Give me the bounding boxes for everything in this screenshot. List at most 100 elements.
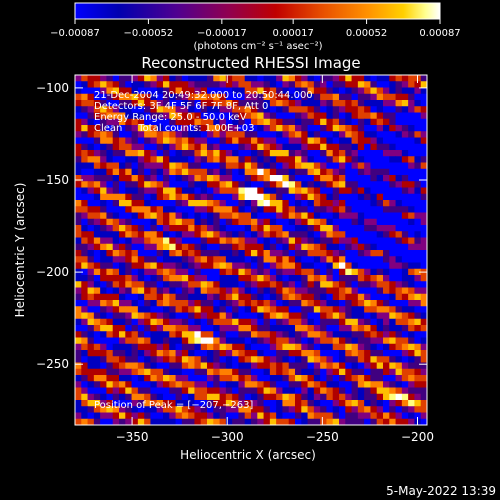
heatmap-cell	[225, 168, 233, 176]
heatmap-cell	[213, 250, 220, 257]
heatmap-cell	[420, 81, 427, 88]
heatmap-cell	[389, 406, 396, 413]
heatmap-cell	[100, 318, 107, 326]
heatmap-cell	[395, 331, 403, 338]
heatmap-cell	[106, 112, 114, 120]
heatmap-cell	[225, 206, 233, 213]
heatmap-cell	[100, 350, 107, 357]
heatmap-cell	[357, 181, 365, 188]
heatmap-cell	[251, 381, 258, 388]
heatmap-cell	[200, 256, 208, 263]
heatmap-cell	[106, 343, 114, 351]
heatmap-cell	[225, 112, 233, 120]
heatmap-cell	[332, 356, 340, 363]
heatmap-cell	[87, 193, 95, 201]
heatmap-cell	[125, 306, 132, 313]
heatmap-cell	[395, 300, 403, 307]
heatmap-cell	[175, 225, 183, 232]
heatmap-cell	[251, 193, 258, 201]
heatmap-cell	[301, 175, 308, 182]
heatmap-cell	[75, 100, 82, 107]
heatmap-cell	[351, 181, 359, 188]
heatmap-cell	[200, 125, 208, 132]
heatmap-cell	[383, 162, 390, 170]
heatmap-cell	[144, 218, 151, 226]
heatmap-cell	[263, 318, 271, 326]
heatmap-cell	[257, 306, 264, 313]
heatmap-cell	[100, 206, 107, 213]
heatmap-cell	[395, 256, 403, 263]
heatmap-cell	[131, 381, 139, 388]
heatmap-cell	[144, 293, 151, 301]
heatmap-cell	[93, 225, 101, 232]
heatmap-cell	[232, 131, 239, 138]
heatmap-cell	[75, 362, 82, 370]
heatmap-cell	[408, 406, 415, 413]
heatmap-cell	[100, 81, 107, 88]
heatmap-cell	[106, 168, 114, 176]
heatmap-cell	[339, 193, 346, 201]
heatmap-cell	[282, 137, 290, 145]
heatmap-cell	[150, 143, 158, 151]
heatmap-cell	[75, 87, 82, 95]
heatmap-cell	[119, 143, 126, 151]
heatmap-cell	[282, 400, 290, 407]
heatmap-cell	[326, 300, 334, 307]
heatmap-cell	[339, 368, 346, 376]
heatmap-cell	[181, 118, 189, 126]
heatmap-cell	[213, 181, 220, 188]
heatmap-cell	[137, 250, 145, 257]
heatmap-cell	[389, 162, 396, 170]
heatmap-cell	[395, 375, 403, 382]
heatmap-cell	[420, 318, 427, 326]
heatmap-cell	[307, 262, 315, 270]
heatmap-cell	[163, 75, 170, 82]
heatmap-cell	[339, 287, 346, 295]
heatmap-cell	[112, 300, 120, 307]
heatmap-cell	[408, 175, 415, 182]
heatmap-cell	[301, 281, 308, 288]
heatmap-cell	[313, 193, 321, 201]
heatmap-cell	[125, 181, 132, 188]
heatmap-cell	[263, 206, 271, 213]
heatmap-cell	[276, 318, 283, 326]
heatmap-cell	[282, 281, 290, 288]
heatmap-cell	[163, 225, 170, 232]
heatmap-cell	[251, 237, 258, 245]
heatmap-cell	[276, 75, 283, 82]
heatmap-cell	[389, 112, 396, 120]
heatmap-cell	[364, 156, 371, 163]
heatmap-cell	[326, 325, 334, 332]
heatmap-cell	[87, 356, 95, 363]
heatmap-cell	[395, 231, 403, 238]
heatmap-cell	[106, 356, 114, 363]
heatmap-cell	[207, 350, 214, 357]
heatmap-cell	[351, 356, 359, 363]
heatmap-cell	[188, 112, 195, 120]
heatmap-cell	[75, 150, 82, 157]
heatmap-cell	[125, 112, 132, 120]
heatmap-cell	[181, 343, 189, 351]
heatmap-cell	[238, 225, 246, 232]
heatmap-cell	[357, 343, 365, 351]
heatmap-cell	[225, 418, 233, 425]
heatmap-cell	[244, 93, 252, 101]
heatmap-cell	[357, 125, 365, 132]
heatmap-cell	[420, 212, 427, 220]
heatmap-cell	[137, 206, 145, 213]
heatmap-cell	[401, 156, 409, 163]
heatmap-cell	[81, 225, 88, 232]
heatmap-cell	[244, 118, 252, 126]
heatmap-cell	[282, 200, 290, 207]
heatmap-cell	[320, 343, 327, 351]
heatmap-cell	[194, 393, 202, 401]
heatmap-cell	[295, 175, 302, 182]
heatmap-cell	[225, 412, 233, 420]
heatmap-cell	[376, 231, 384, 238]
heatmap-cell	[389, 131, 396, 138]
heatmap-cell	[326, 150, 334, 157]
heatmap-cell	[156, 206, 164, 213]
heatmap-cell	[383, 281, 390, 288]
heatmap-cell	[232, 281, 239, 288]
heatmap-cell	[207, 81, 214, 88]
